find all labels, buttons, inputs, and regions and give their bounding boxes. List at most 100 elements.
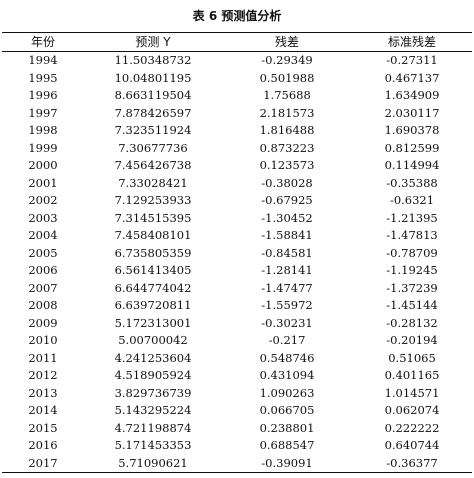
- predicted-y-cell: 5.71090621: [84, 454, 222, 473]
- predicted-y-cell: 10.04801195: [114, 70, 192, 85]
- table-row: 2009 5.172313001 -0.30231 -0.28132: [2, 315, 472, 333]
- residual-cell: -1.47477: [261, 280, 313, 295]
- year-cell: 2005: [28, 245, 58, 260]
- residual-cell: 2.181573: [259, 105, 315, 120]
- table-row: 2012 4.518905924 0.431094 0.401165: [2, 367, 472, 385]
- predicted-y-cell: 6.644774042: [114, 280, 192, 295]
- table-header-row: 年份 预测 Y 残差 标准残差: [2, 32, 472, 52]
- year-cell: 2016: [28, 438, 58, 452]
- predicted-y-cell: 7.323511924: [114, 123, 192, 137]
- predicted-y-cell: 7.30677736: [118, 140, 188, 155]
- year-cell: 1998: [28, 123, 58, 137]
- residual-cell: 0.688547: [259, 438, 315, 452]
- year-cell: 1996: [28, 88, 58, 102]
- predicted-y-cell: 5.171453353: [114, 438, 192, 452]
- predicted-y-cell: 7.129253933: [114, 193, 192, 207]
- table-row: 2016 5.171453353 0.688547 0.640744: [2, 437, 472, 455]
- year-cell: 2008: [28, 298, 58, 312]
- table-row: 2011 4.241253604 0.548746 0.51065: [2, 350, 472, 368]
- table-row: 2010 5.00700042 -0.217 -0.20194: [2, 332, 472, 350]
- year-cell: 2015: [28, 420, 58, 435]
- standard-residual-cell: 1.634909: [384, 88, 440, 102]
- header-residual: 残差: [222, 32, 352, 52]
- residual-cell: -1.28141: [261, 263, 313, 277]
- predicted-y-cell: 6.639720811: [114, 298, 192, 312]
- table-row: 2013 3.829736739 1.090263 1.014571: [2, 385, 472, 403]
- residual-cell: -1.30452: [261, 210, 313, 225]
- standard-residual-cell: -0.27311: [386, 53, 438, 67]
- predicted-y-cell: 11.50348732: [114, 53, 192, 67]
- year-cell: 2000: [28, 158, 58, 172]
- standard-residual-cell: -0.78709: [386, 245, 438, 260]
- table-body: 1994 11.50348732 -0.29349 -0.27311 1995 10.04…: [2, 52, 472, 473]
- year-cell: 2002: [28, 193, 58, 207]
- table-row: 2015 4.721198874 0.238801 0.222222: [2, 420, 472, 438]
- table-row: 1996 8.663119504 1.75688 1.634909: [2, 87, 472, 105]
- predicted-y-cell: 6.561413405: [114, 263, 192, 277]
- year-cell: 2003: [28, 210, 58, 225]
- year-cell: 1994: [28, 53, 58, 67]
- table-row: 2008 6.639720811 -1.55972 -1.45144: [2, 297, 472, 315]
- residual-cell: 0.431094: [259, 368, 315, 382]
- header-standard-residual: 标准残差: [352, 32, 472, 52]
- standard-residual-cell: 0.114994: [384, 158, 440, 172]
- predicted-y-cell: 7.458408101: [114, 228, 192, 242]
- predicted-y-cell: 8.663119504: [114, 88, 192, 102]
- residual-cell: 1.816488: [259, 123, 315, 137]
- table-row: 2007 6.644774042 -1.47477 -1.37239: [2, 280, 472, 298]
- residual-cell: -1.55972: [261, 298, 313, 312]
- year-cell: 1997: [28, 105, 58, 120]
- residual-cell: -1.58841: [261, 228, 313, 242]
- standard-residual-cell: 0.51065: [388, 350, 436, 365]
- table-row: 2014 5.143295224 0.066705 0.062074: [2, 402, 472, 420]
- predicted-y-cell: 5.143295224: [114, 403, 192, 417]
- predicted-y-cell: 7.33028421: [118, 175, 188, 190]
- standard-residual-cell: -1.37239: [386, 280, 438, 295]
- header-predicted-y: 预测 Y: [84, 32, 222, 52]
- residual-cell: 1.090263: [259, 385, 315, 400]
- residual-cell: 0.238801: [259, 420, 315, 435]
- table-row: 2000 7.456426738 0.123573 0.114994: [2, 157, 472, 175]
- prediction-analysis-table: 年份 预测 Y 残差 标准残差 1994 11.50348732 -0.29349 -…: [2, 32, 472, 473]
- year-cell: 2011: [28, 350, 58, 365]
- residual-cell: -0.67925: [261, 193, 313, 207]
- residual-cell: 0.066705: [259, 403, 315, 417]
- year-cell: 2001: [28, 175, 58, 190]
- header-year: 年份: [2, 32, 84, 52]
- predicted-y-cell: 4.518905924: [114, 368, 192, 382]
- table-row: 1995 10.04801195 0.501988 0.467137: [2, 70, 472, 88]
- table-row: 1994 11.50348732 -0.29349 -0.27311: [2, 52, 472, 70]
- standard-residual-cell: 0.640744: [384, 438, 440, 452]
- residual-cell: 0.548746: [259, 350, 315, 365]
- standard-residual-cell: -0.20194: [386, 333, 438, 347]
- table-caption: 表 6 预测值分析: [192, 9, 282, 23]
- table-row: 2006 6.561413405 -1.28141 -1.19245: [2, 262, 472, 280]
- table-row: 2004 7.458408101 -1.58841 -1.47813: [2, 227, 472, 245]
- predicted-y-cell: 7.456426738: [114, 158, 192, 172]
- standard-residual-cell: -1.45144: [386, 298, 438, 312]
- residual-cell: -0.38028: [261, 175, 313, 190]
- residual-cell: 0.873223: [259, 140, 315, 155]
- standard-residual-cell: -1.19245: [386, 263, 438, 277]
- residual-cell: -0.29349: [261, 53, 313, 67]
- year-cell: 2017: [2, 454, 84, 473]
- year-cell: 2006: [28, 263, 58, 277]
- predicted-y-cell: 5.00700042: [118, 333, 188, 347]
- standard-residual-cell: 0.812599: [384, 140, 440, 155]
- standard-residual-cell: 1.014571: [384, 385, 440, 400]
- residual-cell: -0.217: [268, 333, 306, 347]
- predicted-y-cell: 7.878426597: [114, 105, 192, 120]
- table-row: 2003 7.314515395 -1.30452 -1.21395: [2, 210, 472, 228]
- standard-residual-cell: -1.21395: [386, 210, 438, 225]
- table-row: 1999 7.30677736 0.873223 0.812599: [2, 140, 472, 158]
- predicted-y-cell: 5.172313001: [114, 315, 192, 330]
- residual-cell: -0.84581: [261, 245, 313, 260]
- standard-residual-cell: 0.401165: [384, 368, 440, 382]
- predicted-y-cell: 3.829736739: [114, 385, 192, 400]
- table-row: 1997 7.878426597 2.181573 2.030117: [2, 105, 472, 123]
- standard-residual-cell: 1.690378: [384, 123, 440, 137]
- year-cell: 1999: [28, 140, 58, 155]
- standard-residual-cell: 0.222222: [384, 420, 440, 435]
- standard-residual-cell: 0.062074: [384, 403, 440, 417]
